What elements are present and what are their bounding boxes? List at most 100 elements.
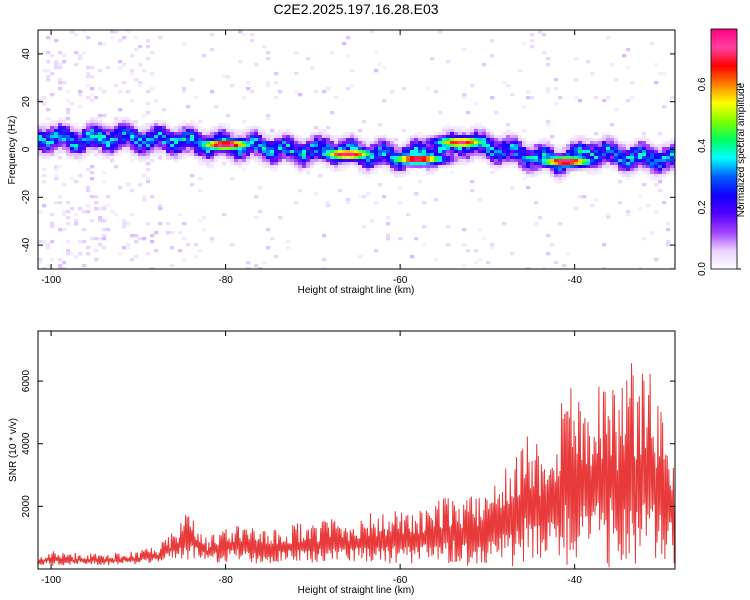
heatmap-cell <box>366 165 371 169</box>
heatmap-cell <box>354 138 359 142</box>
heatmap-cell <box>142 147 147 151</box>
heatmap-cell <box>414 162 419 166</box>
heatmap-cell <box>358 144 363 148</box>
heatmap-cell <box>578 156 583 160</box>
heatmap-cell <box>594 159 599 163</box>
heatmap-cell <box>78 147 83 151</box>
heatmap-cell <box>662 174 667 178</box>
heatmap-cell <box>130 123 135 127</box>
heatmap-cell <box>110 132 115 136</box>
heatmap-cell <box>502 147 507 151</box>
heatmap-cell <box>542 165 547 169</box>
heatmap-cell <box>386 156 391 160</box>
heatmap-cell <box>298 153 303 157</box>
heatmap-cell <box>322 132 327 136</box>
heatmap-cell <box>270 141 275 145</box>
heatmap-cell <box>558 177 563 181</box>
heatmap-cell <box>422 225 427 229</box>
heatmap-cell <box>118 144 123 148</box>
heatmap-cell <box>470 156 475 160</box>
heatmap-cell <box>134 138 139 142</box>
heatmap-cell <box>202 216 207 220</box>
heatmap-cell <box>634 144 639 148</box>
heatmap-cell <box>510 150 515 154</box>
heatmap-cell <box>46 243 51 247</box>
heatmap-cell <box>94 195 99 199</box>
heatmap-cell <box>318 174 323 178</box>
heatmap-cell <box>194 123 199 127</box>
heatmap-cell <box>546 87 551 91</box>
heatmap-cell <box>438 141 443 145</box>
heatmap-cell <box>638 144 643 148</box>
heatmap-cell <box>106 141 111 145</box>
heatmap-cell <box>410 159 415 163</box>
heatmap-y-tick-label: 40 <box>21 48 32 60</box>
heatmap-cell <box>178 135 183 139</box>
heatmap-cell <box>114 141 119 145</box>
heatmap-cell <box>546 141 551 145</box>
heatmap-cell <box>646 159 651 163</box>
heatmap-cell <box>50 129 55 133</box>
heatmap-cell <box>134 126 139 130</box>
heatmap-cell <box>78 105 83 109</box>
heatmap-cell <box>610 165 615 169</box>
heatmap-cell <box>470 153 475 157</box>
heatmap-cell <box>42 138 47 142</box>
heatmap-cell <box>142 198 147 202</box>
heatmap-cell <box>314 162 319 166</box>
heatmap-cell <box>562 147 567 151</box>
heatmap-cell <box>198 249 203 253</box>
heatmap-cell <box>78 138 83 142</box>
heatmap-cell <box>526 144 531 148</box>
heatmap-cell <box>430 153 435 157</box>
heatmap-cell <box>38 258 43 262</box>
heatmap-cell <box>290 144 295 148</box>
heatmap-cell <box>238 60 243 64</box>
heatmap-cell <box>410 144 415 148</box>
heatmap-cell <box>134 255 139 259</box>
heatmap-cell <box>238 147 243 151</box>
heatmap-cell <box>542 171 547 175</box>
heatmap-cell <box>42 129 47 133</box>
heatmap-cell <box>362 171 367 175</box>
heatmap-cell <box>490 165 495 169</box>
heatmap-cell <box>438 150 443 154</box>
snr-y-tick-label: 2000 <box>21 495 32 518</box>
heatmap-cell <box>310 135 315 139</box>
heatmap-cell <box>90 66 95 70</box>
heatmap-cell <box>518 165 523 169</box>
heatmap-cell <box>290 159 295 163</box>
heatmap-cell <box>558 174 563 178</box>
heatmap-cell <box>554 147 559 151</box>
heatmap-cell <box>254 147 259 151</box>
heatmap-cell <box>250 129 255 133</box>
heatmap-cell <box>350 153 355 157</box>
heatmap-cell <box>442 138 447 142</box>
heatmap-cell <box>166 138 171 142</box>
heatmap-cell <box>498 135 503 139</box>
heatmap-cell <box>90 144 95 148</box>
heatmap-cell <box>274 138 279 142</box>
heatmap-cell <box>142 144 147 148</box>
heatmap-cell <box>202 159 207 163</box>
heatmap-cell <box>658 180 663 184</box>
heatmap-cell <box>186 138 191 142</box>
heatmap-cell <box>102 219 107 223</box>
heatmap-cell <box>566 153 571 157</box>
heatmap-cell <box>42 135 47 139</box>
heatmap-cell <box>358 135 363 139</box>
heatmap-cell <box>142 129 147 133</box>
heatmap-cell <box>90 117 95 121</box>
heatmap-cell <box>370 156 375 160</box>
heatmap-cell <box>46 75 51 79</box>
heatmap-cell <box>358 162 363 166</box>
heatmap-cell <box>202 54 207 58</box>
heatmap-cell <box>278 141 283 145</box>
heatmap-cell <box>274 162 279 166</box>
heatmap-cell <box>658 177 663 181</box>
heatmap-cell <box>462 141 467 145</box>
heatmap-cell <box>426 171 431 175</box>
heatmap-cell <box>330 147 335 151</box>
heatmap-cell <box>414 147 419 151</box>
heatmap-cell <box>394 144 399 148</box>
